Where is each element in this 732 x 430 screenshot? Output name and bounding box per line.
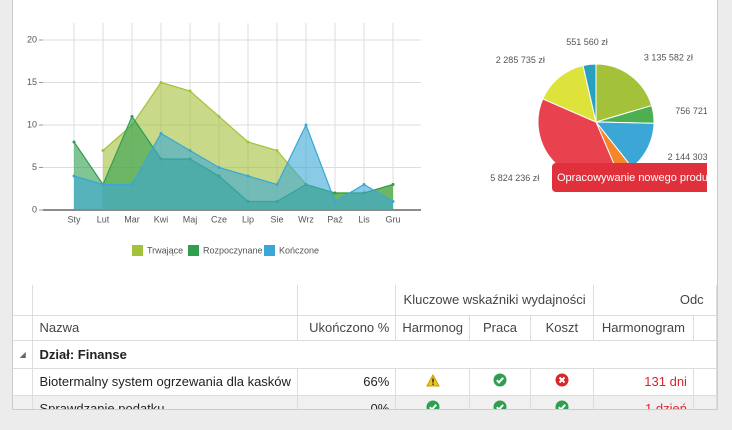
column-header[interactable]: Ukończono % (297, 315, 397, 341)
status-icon (469, 395, 531, 409)
legend-label: Rozpoczynane (203, 245, 263, 255)
status-icon (530, 395, 594, 409)
cell (693, 315, 717, 341)
point (72, 140, 76, 144)
point (101, 183, 105, 186)
y-tick-label: 5 (32, 162, 37, 172)
group-header: Kluczowe wskaźniki wydajności (395, 285, 594, 316)
cell (32, 285, 298, 316)
point (246, 174, 250, 178)
x-tick-label: Kwi (154, 214, 169, 224)
slice-label: 3 135 582 zł (644, 52, 693, 62)
column-header[interactable]: Praca (469, 315, 531, 341)
cell (13, 315, 34, 341)
column-header[interactable]: Nazwa (32, 315, 298, 341)
x-tick-label: Wrz (298, 214, 314, 224)
point (275, 149, 279, 152)
percent: 66% (297, 368, 397, 396)
cell (13, 395, 34, 409)
schedule: 1 dzień (593, 395, 694, 409)
slice-label: 5 824 236 zł (490, 173, 539, 183)
x-tick-label: Sie (270, 214, 283, 224)
cell (693, 368, 717, 396)
y-tick-label: 0 (32, 204, 37, 214)
group-header: Odc (593, 285, 717, 316)
point (188, 149, 192, 152)
charts: Sty Lut Mar Kwi Maj Cze Lip Sie Wrz Paź Lis Gru 0 5 10… (27, 23, 707, 256)
y-tick-label: 20 (27, 34, 37, 44)
cell (297, 285, 397, 316)
tooltip (552, 163, 707, 192)
point (304, 123, 308, 127)
point (188, 89, 192, 93)
status-icon (530, 368, 594, 396)
cell (13, 285, 34, 316)
slice-label: 2 285 735 zł (496, 55, 545, 65)
grid: Kluczowe wskaźniki wydajności Odc Nazwa … (13, 285, 717, 409)
legend-label: Kończone (279, 245, 319, 255)
dashboard: Sty Lut Mar Kwi Maj Cze Lip Sie Wrz Paź Lis Gru 0 5 10… (12, 0, 718, 410)
point (275, 183, 279, 186)
expand-toggle[interactable]: ◢ (13, 340, 34, 369)
x-tick-label: Lip (242, 214, 254, 224)
column-header[interactable]: Harmonog (395, 315, 471, 341)
point (130, 183, 134, 186)
point (130, 115, 134, 118)
point (217, 166, 221, 169)
pie-slice (542, 64, 597, 123)
x-tick-label: Mar (124, 214, 140, 224)
legend-swatch (264, 245, 275, 256)
percent: 0% (297, 395, 397, 409)
x-tick-label: Gru (385, 214, 400, 224)
point (246, 140, 250, 144)
column-header[interactable]: Harmonogram (593, 315, 694, 341)
group-row: Dział: Finanse (32, 340, 717, 369)
status-icon (395, 395, 471, 409)
point (362, 183, 366, 186)
legend-swatch (132, 245, 143, 256)
point (217, 115, 221, 118)
x-tick-label: Cze (211, 214, 227, 224)
point (333, 191, 337, 195)
x-tick-label: Lut (97, 214, 110, 224)
legend-label: Trwające (147, 245, 183, 255)
pie-slice (582, 63, 597, 123)
slice-label: 2 144 303 zł (668, 152, 707, 162)
task-name: Sprawdzanie podatku (32, 395, 298, 409)
slice-label: 551 560 zł (566, 37, 608, 47)
y-tick-label: 10 (27, 119, 37, 129)
legend-swatch (188, 245, 199, 256)
status-icon (395, 368, 471, 396)
x-tick-label: Maj (183, 214, 198, 224)
slice-label: 756 721 zł (675, 106, 707, 116)
schedule: 131 dni (593, 368, 694, 396)
pie-slice (595, 63, 653, 123)
status-icon (469, 368, 531, 396)
point (101, 149, 105, 152)
point (159, 132, 163, 135)
x-tick-label: Lis (358, 214, 370, 224)
point (391, 183, 395, 186)
x-tick-label: Sty (67, 214, 81, 224)
cell (13, 368, 34, 396)
x-tick-label: Paź (327, 214, 343, 224)
area-line (73, 123, 394, 203)
tooltip-text: Opracowywanie nowego produktu: 5 (557, 172, 707, 184)
point (391, 200, 395, 203)
point (72, 174, 76, 178)
point (333, 200, 337, 203)
column-header[interactable]: Koszt (530, 315, 594, 341)
y-tick-label: 15 (27, 77, 37, 87)
cell (693, 395, 717, 409)
task-name: Biotermalny system ogrzewania dla kasków (32, 368, 298, 396)
point (159, 81, 163, 84)
